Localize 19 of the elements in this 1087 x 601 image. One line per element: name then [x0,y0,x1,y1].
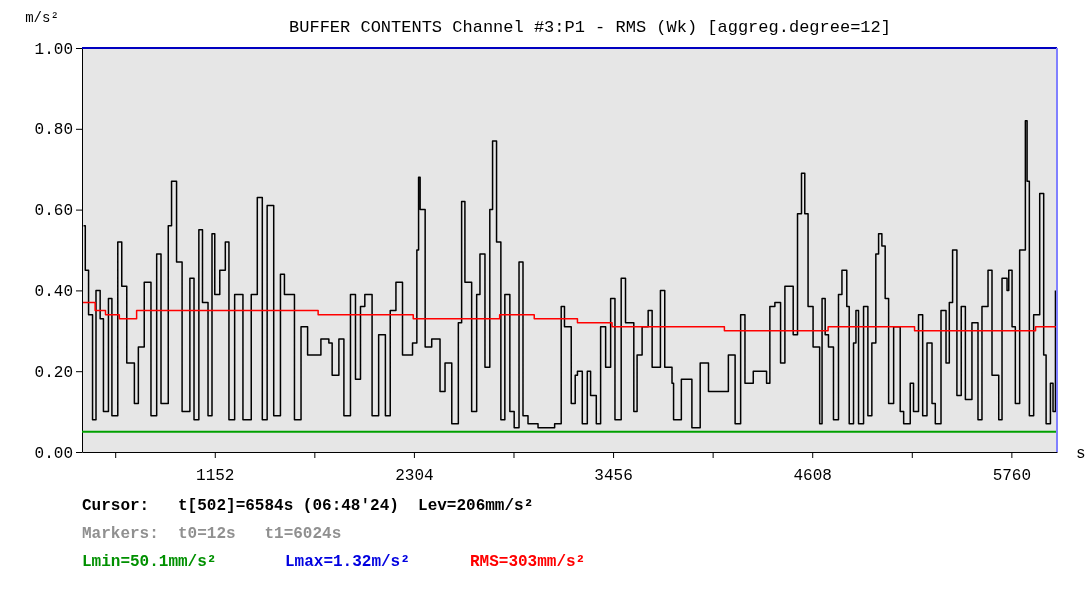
text: Lmin=50.1mm/s² [82,553,217,571]
text: RMS=303mm/s² [470,553,586,571]
text: Lmax=1.32m/s² [285,553,410,571]
y-tick-label: 0.60 [34,202,73,221]
y-axis-title: m/s² [25,10,59,26]
y-tick-label: 0.20 [34,363,73,382]
x-tick-label: 5760 [992,467,1032,486]
y-tick-label: 0.40 [34,283,73,302]
x-tick-label: 3456 [594,467,633,486]
x-tick-label: 4608 [793,467,832,486]
text: Cursor: t[502]=6584s (06:48'24) Lev=206mm/s² [82,497,534,515]
x-tick-label: 1152 [196,467,235,486]
x-axis-title: s [1076,445,1086,463]
y-tick-label: 0.00 [34,444,73,463]
text: Markers: t0=12s t1=6024s [82,525,342,543]
y-tick-label: 1.00 [34,40,73,59]
x-tick-label: 2304 [395,467,434,486]
chart-title: BUFFER CONTENTS Channel #3:P1 - RMS (Wk) [aggreg.degree=12] [289,18,891,37]
y-tick-label: 0.80 [34,121,73,140]
